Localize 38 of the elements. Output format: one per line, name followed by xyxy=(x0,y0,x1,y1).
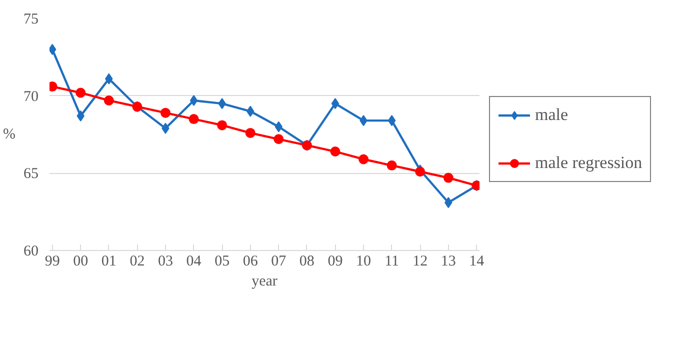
y-tick-label: 60 xyxy=(24,244,38,260)
y-axis-title: % xyxy=(3,126,16,142)
point xyxy=(188,114,199,124)
point xyxy=(330,146,340,157)
x-tick-label: 11 xyxy=(384,254,400,270)
y-tick-label: 65 xyxy=(24,166,38,182)
point xyxy=(274,134,284,144)
x-tick-label: 08 xyxy=(299,254,314,270)
x-tick-label: 03 xyxy=(158,254,173,270)
x-tick-label: 00 xyxy=(73,254,88,270)
point xyxy=(104,95,114,106)
x-tick-label: 10 xyxy=(356,254,372,270)
y-tick-label: 75 xyxy=(24,12,38,28)
x-tick-label: 13 xyxy=(440,254,456,270)
x-tick-label: 04 xyxy=(186,254,202,270)
x-tick-label: 05 xyxy=(214,254,230,270)
point xyxy=(386,160,397,170)
x-tick-label: 07 xyxy=(271,254,287,270)
point xyxy=(443,172,454,183)
x-tick-label: 12 xyxy=(412,254,428,270)
point xyxy=(331,98,340,110)
point xyxy=(245,128,256,138)
x-tick-label: 09 xyxy=(328,254,343,270)
y-tick-label: 70 xyxy=(24,88,38,105)
x-tick-label: 99 xyxy=(44,254,60,270)
point xyxy=(217,120,228,130)
point xyxy=(190,94,198,106)
point xyxy=(160,108,170,118)
legend-label: male regression xyxy=(535,153,642,173)
x-tick-label: 06 xyxy=(242,254,258,270)
x-tick-label: 02 xyxy=(130,254,145,270)
point xyxy=(76,88,86,98)
x-tick-label: 14 xyxy=(469,254,485,270)
x-axis-title: year xyxy=(252,274,278,290)
point xyxy=(388,115,396,126)
x-tick-label: 01 xyxy=(101,254,116,270)
legend-label: male xyxy=(535,105,568,125)
point xyxy=(358,154,369,164)
